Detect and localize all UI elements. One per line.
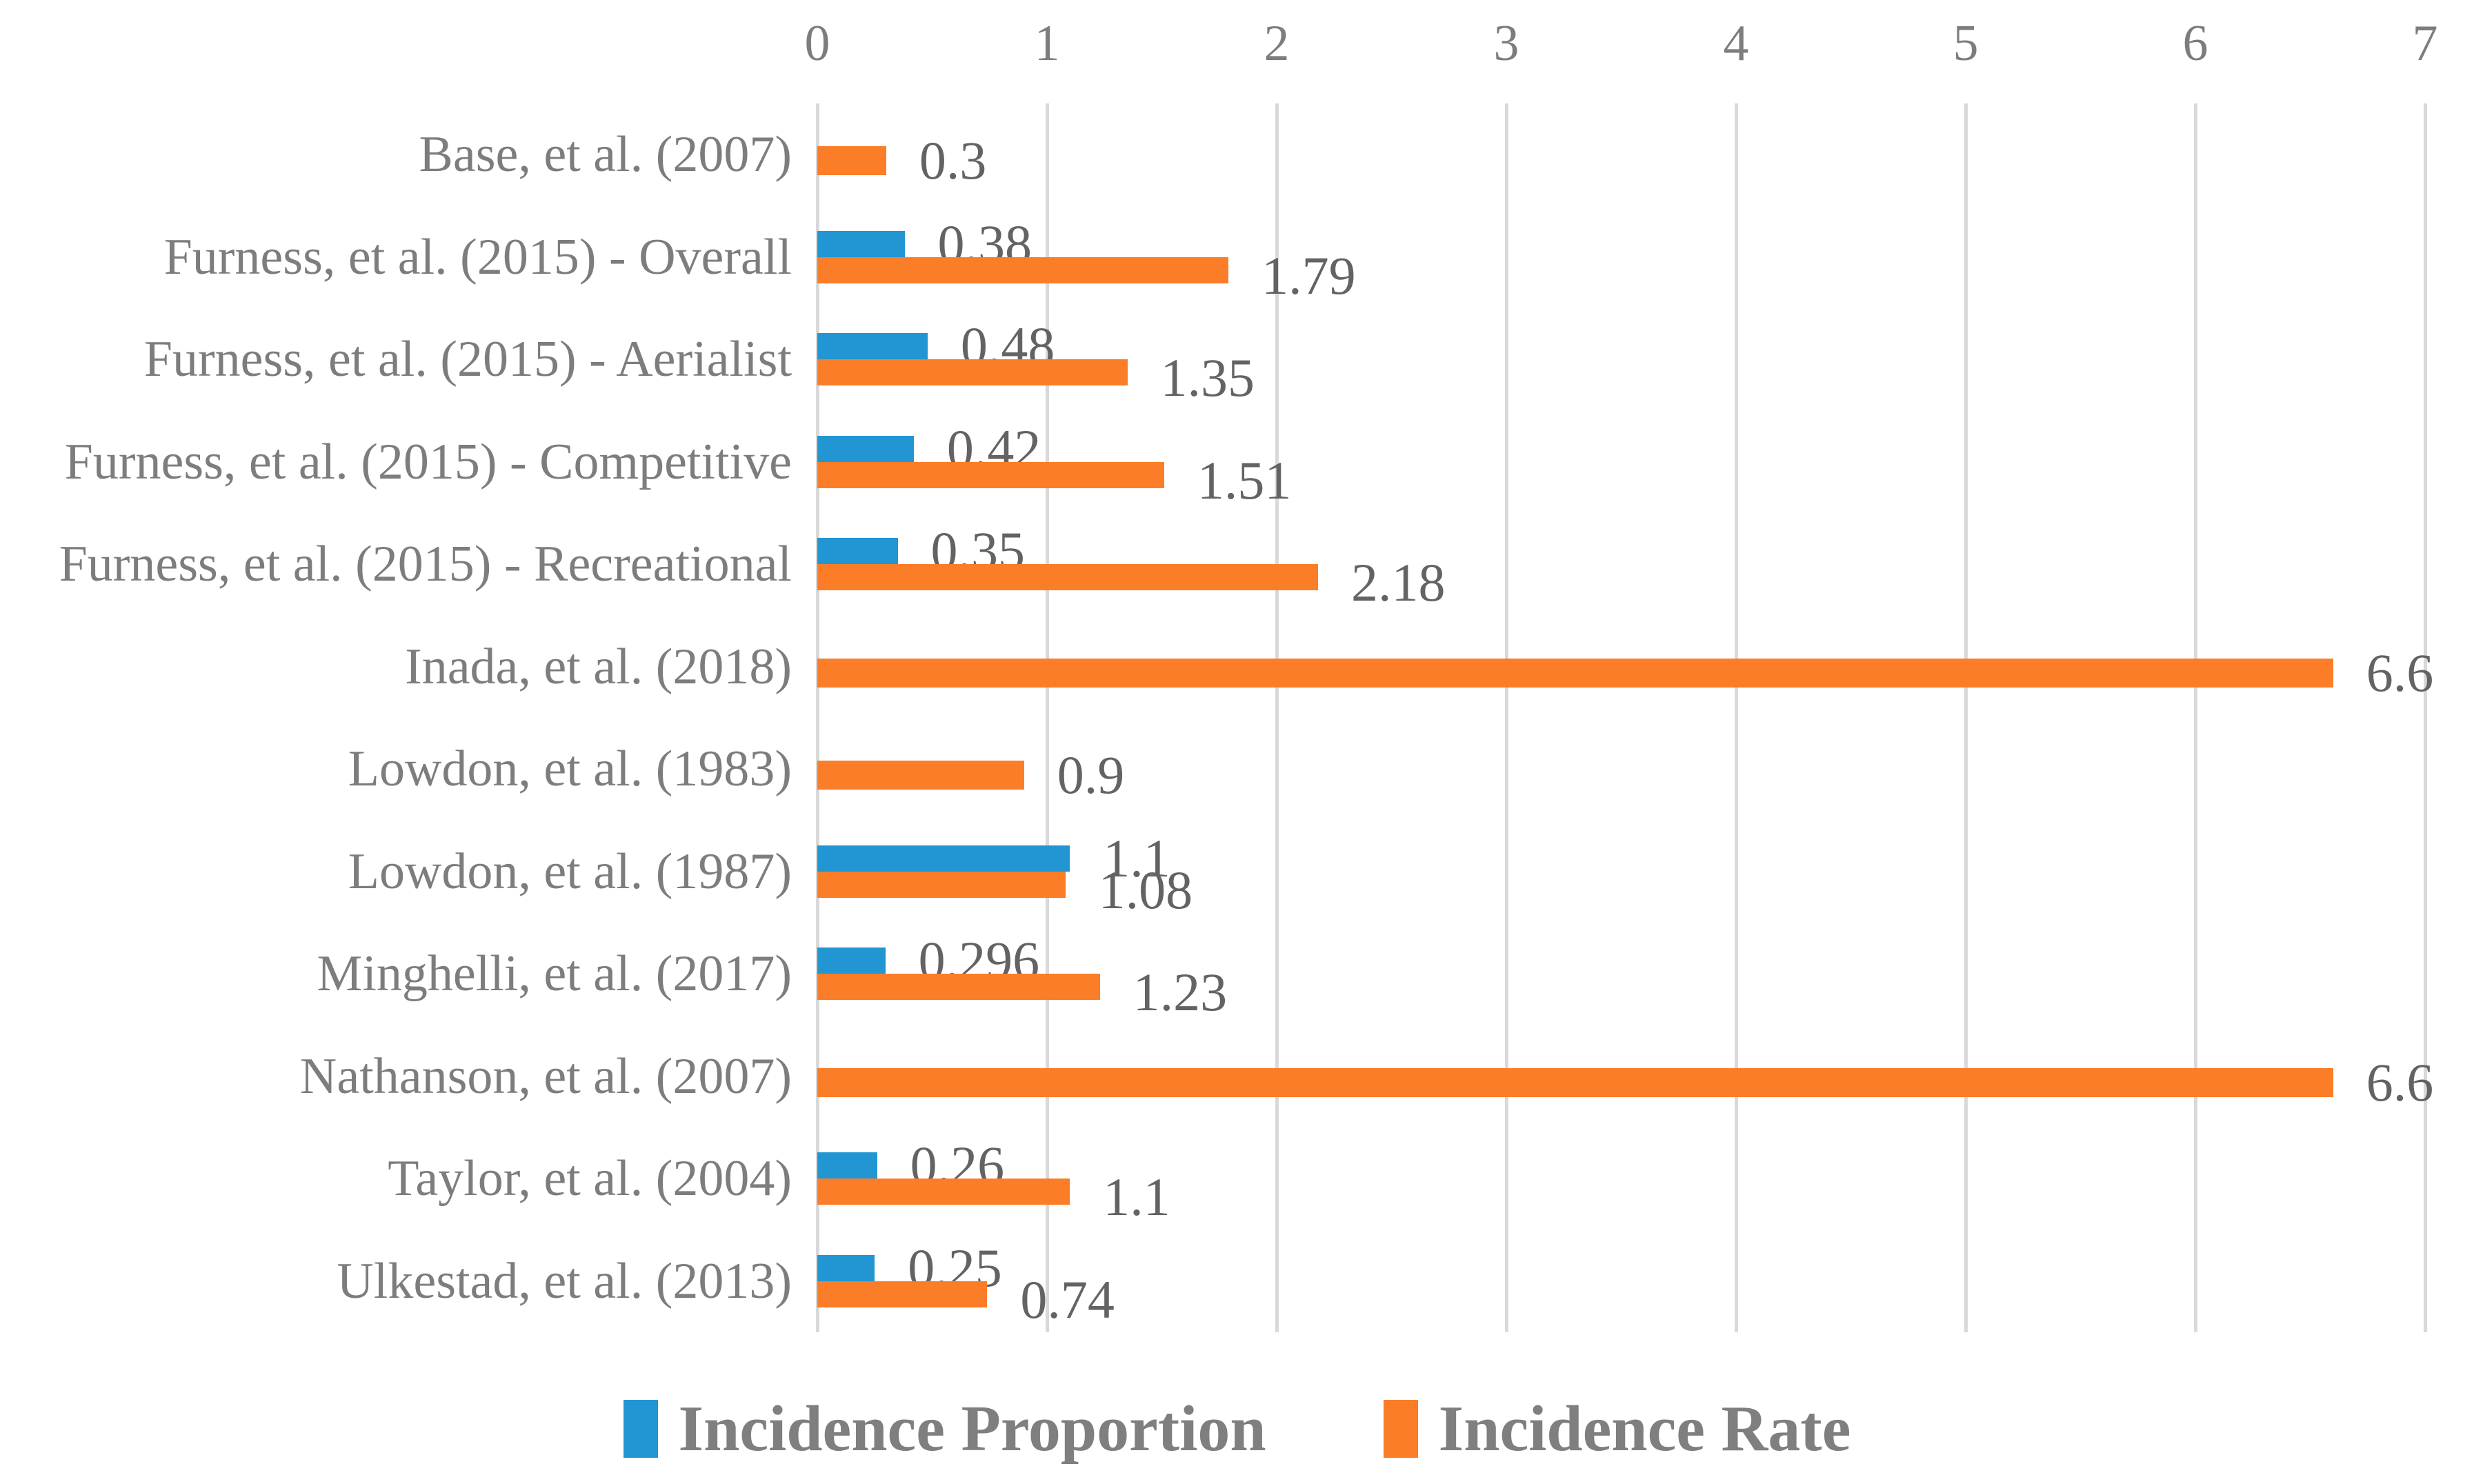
bar-incidence-proportion — [817, 333, 928, 360]
gridline — [1275, 103, 1279, 1332]
x-axis-tick: 3 — [1493, 15, 1519, 72]
value-label-incidence-rate: 1.08 — [1098, 859, 1193, 920]
bar-incidence-rate — [817, 564, 1318, 591]
bar-incidence-rate — [817, 761, 1024, 790]
bar-incidence-rate — [817, 1179, 1070, 1205]
gridline — [1735, 103, 1738, 1332]
category-label: Ulkestad, et al. (2013) — [337, 1252, 792, 1310]
gridline — [2194, 103, 2197, 1332]
category-label: Furness, et al. (2015) - Recreational — [59, 536, 792, 593]
bar-incidence-proportion — [817, 845, 1070, 872]
category-label: Furness, et al. (2015) - Aerialist — [143, 331, 792, 388]
value-label-incidence-rate: 1.79 — [1261, 245, 1356, 305]
value-label-incidence-rate: 2.18 — [1350, 552, 1446, 613]
gridline — [2424, 103, 2427, 1332]
legend: Incidence Proportion Incidence Rate — [0, 1392, 2474, 1466]
category-label: Furness, et al. (2015) - Overall — [163, 228, 792, 285]
category-label: Taylor, et al. (2004) — [388, 1150, 792, 1207]
value-label-incidence-rate: 0.74 — [1020, 1269, 1115, 1330]
bar-incidence-rate — [817, 359, 1128, 386]
value-label-incidence-rate: 6.6 — [2366, 642, 2434, 703]
gridline — [816, 103, 819, 1332]
value-label-incidence-rate: 6.6 — [2366, 1052, 2434, 1112]
category-label: Lowdon, et al. (1983) — [348, 741, 792, 798]
incidence-proportion-swatch-icon — [623, 1400, 658, 1458]
category-label: Inada, et al. (2018) — [405, 638, 792, 695]
x-axis-tick: 2 — [1264, 15, 1290, 72]
category-label: Furness, et al. (2015) - Competitive — [64, 433, 792, 490]
legend-item-incidence-rate: Incidence Rate — [1383, 1392, 1851, 1466]
bar-incidence-rate — [817, 1281, 988, 1307]
x-axis-tick: 5 — [1953, 15, 1979, 72]
value-label-incidence-rate: 1.1 — [1103, 1167, 1170, 1227]
value-label-incidence-rate: 0.9 — [1057, 745, 1125, 805]
category-label: Minghelli, et al. (2017) — [317, 945, 792, 1003]
x-axis-tick: 0 — [804, 15, 830, 72]
x-axis-tick: 4 — [1723, 15, 1749, 72]
bar-incidence-proportion — [817, 1254, 875, 1281]
category-label: Base, et al. (2007) — [419, 126, 792, 183]
value-label-incidence-proportion: 1.1 — [1103, 828, 1170, 888]
bar-incidence-proportion — [817, 947, 886, 974]
bar-incidence-proportion — [817, 230, 905, 257]
value-label-incidence-rate: 1.23 — [1133, 962, 1228, 1023]
x-axis-tick: 1 — [1034, 15, 1060, 72]
legend-item-incidence-proportion: Incidence Proportion — [623, 1392, 1266, 1466]
bar-incidence-rate — [817, 871, 1066, 898]
bar-incidence-rate — [817, 461, 1164, 488]
bar-incidence-rate — [817, 974, 1100, 1001]
bar-incidence-rate — [817, 257, 1229, 283]
bar-incidence-rate — [817, 1067, 2333, 1097]
bar-incidence-proportion — [817, 538, 898, 565]
gridline — [1964, 103, 1968, 1332]
value-label-incidence-rate: 1.51 — [1197, 450, 1292, 510]
category-label: Lowdon, et al. (1987) — [348, 843, 792, 900]
gridline — [1046, 103, 1049, 1332]
x-axis-tick: 6 — [2182, 15, 2208, 72]
incidence-rate-swatch-icon — [1383, 1400, 1418, 1458]
bar-incidence-rate — [817, 658, 2333, 688]
legend-label-incidence-rate: Incidence Rate — [1438, 1393, 1851, 1465]
gridline — [1505, 103, 1508, 1332]
bar-incidence-proportion — [817, 1152, 877, 1179]
x-axis-tick: 7 — [2412, 15, 2438, 72]
category-label: Nathanson, et al. (2007) — [299, 1047, 792, 1105]
value-label-incidence-rate: 1.35 — [1160, 348, 1255, 408]
bar-incidence-rate — [817, 146, 886, 176]
bar-incidence-proportion — [817, 435, 914, 462]
legend-label-incidence-proportion: Incidence Proportion — [678, 1393, 1266, 1465]
value-label-incidence-rate: 0.3 — [919, 130, 987, 191]
